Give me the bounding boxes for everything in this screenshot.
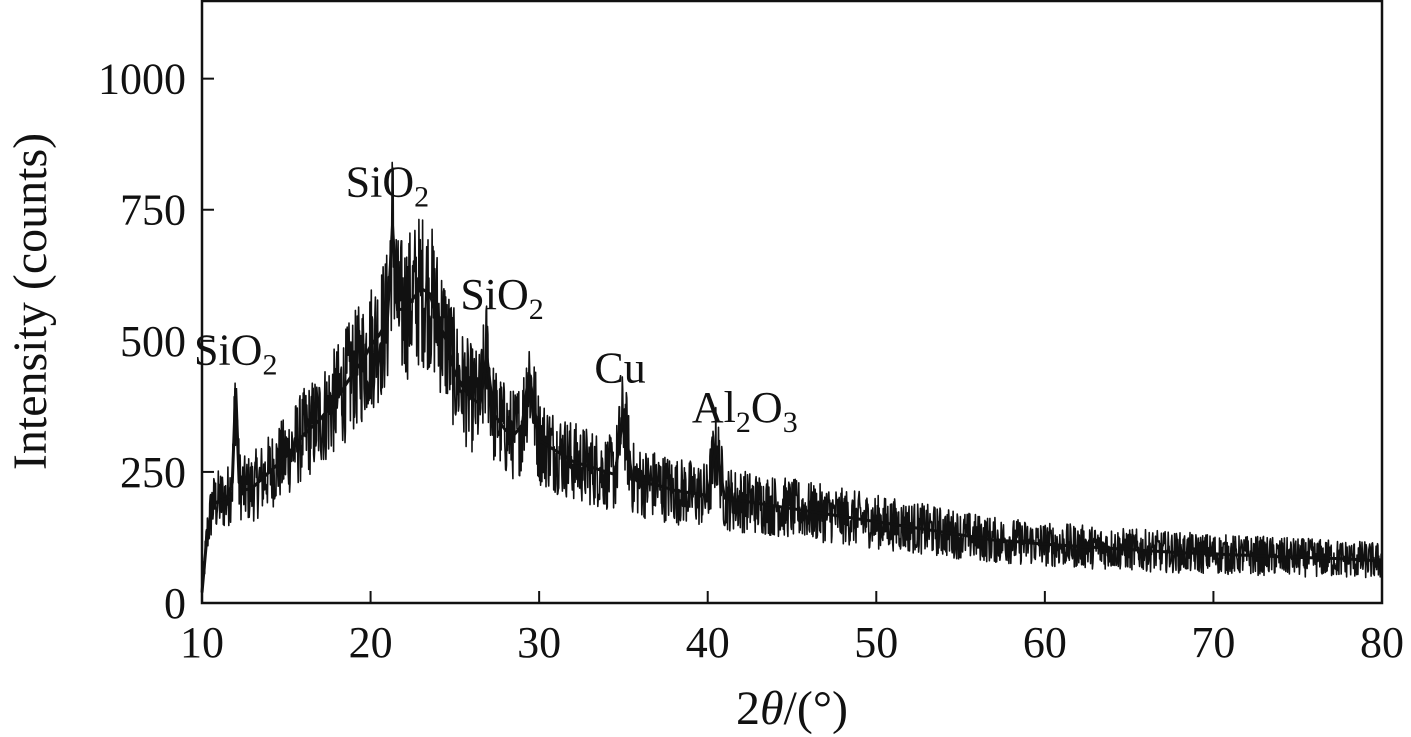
- x-tick-label: 30: [517, 618, 561, 667]
- x-axis-title-prefix: 2: [736, 682, 760, 735]
- peak-label: Cu: [594, 344, 645, 393]
- plot-frame: [200, 0, 1384, 605]
- peak-label: SiO2: [194, 325, 277, 381]
- x-axis-title-suffix: /(°): [784, 682, 849, 735]
- peak-label: SiO2: [346, 157, 429, 213]
- y-tick-label: 0: [164, 579, 186, 628]
- peak-label: Al2O3: [692, 383, 798, 439]
- series-line: [200, 225, 1383, 593]
- x-tick-label: 20: [349, 618, 393, 667]
- x-tick-label: 10: [180, 618, 224, 667]
- y-tick-label: 250: [120, 448, 186, 497]
- annotations-layer: SiO2 SiO2 SiO2 Cu Al2O3: [194, 157, 798, 438]
- x-axis-title-symbol: θ: [760, 682, 784, 735]
- series-layer: [200, 161, 1383, 594]
- y-tick-label: 1000: [98, 55, 186, 104]
- y-tick-label: 500: [120, 317, 186, 366]
- x-tick-label: 40: [686, 618, 730, 667]
- peak-label: SiO2: [460, 270, 543, 326]
- x-axis-title: 2θ/(°): [736, 682, 848, 735]
- series-line-noisy: [201, 161, 1383, 594]
- x-tick-label: 70: [1191, 618, 1235, 667]
- x-tick-label: 80: [1360, 618, 1404, 667]
- ticks-layer: 10 20 30 40 50 60 70 80 0 250 500 750 1000: [98, 55, 1404, 667]
- x-tick-label: 50: [854, 618, 898, 667]
- x-tick-label: 60: [1023, 618, 1067, 667]
- y-axis-title: Intensity (counts): [4, 133, 57, 470]
- y-tick-label: 750: [120, 186, 186, 235]
